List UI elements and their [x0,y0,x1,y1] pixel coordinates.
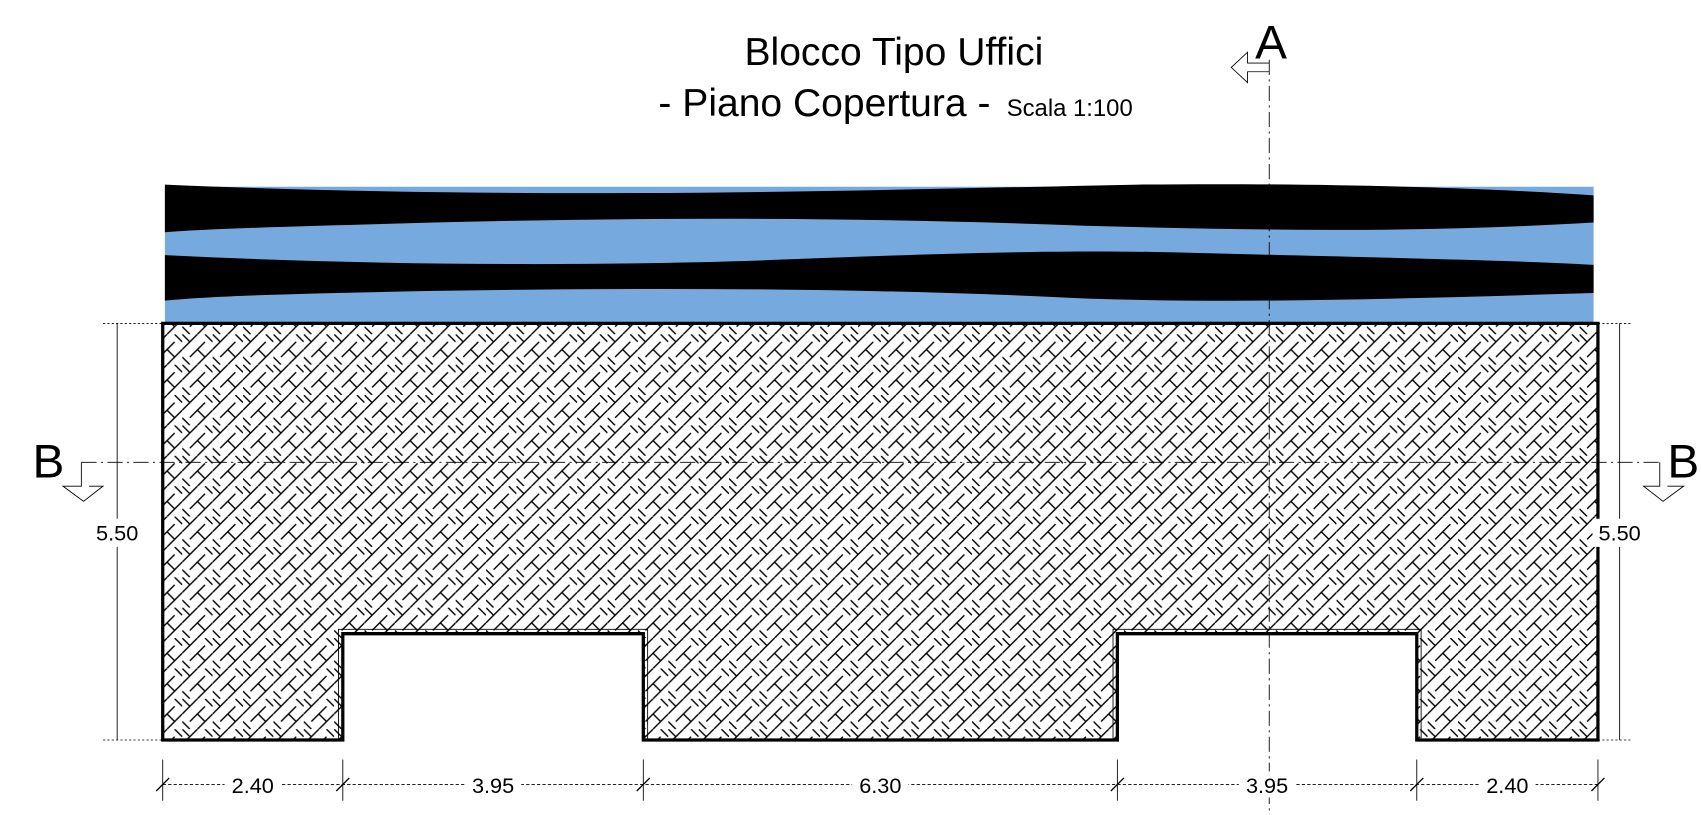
subtitle: - Piano Copertura - [658,82,990,125]
section-arrow-b-right [1642,462,1685,502]
section-label: B [1667,435,1699,488]
dim-tick [1409,777,1424,792]
dim-tick [1590,777,1605,792]
dimension: 2.40 [1486,773,1528,798]
notch-inner [338,628,1422,740]
dimension: 5.50 [1599,520,1641,545]
dim-bg [1238,771,1296,798]
dim-tick [155,777,170,792]
dimension: 5.50 [96,520,138,545]
dim-bg [224,771,281,798]
dim-bg [92,518,145,547]
section-label: B [33,435,65,488]
dimension: 2.40 [232,773,274,798]
title: Blocco Tipo Uffici [745,31,1044,74]
dimension: 6.30 [859,773,901,798]
section-arrow-b-left [61,462,105,502]
dim-tick [335,777,350,792]
scale: Scala 1:100 [1007,95,1133,122]
dim-tick [636,777,651,792]
dim-tick [1110,777,1125,792]
dim-bg [464,771,522,798]
dim-bg [1479,771,1536,798]
dim-bg [852,771,909,798]
building [161,321,1600,742]
dim-bg [1592,518,1647,547]
section-arrow-a [1230,51,1270,84]
dimension: 3.95 [472,773,514,798]
dimension: 3.95 [1246,773,1288,798]
section-label: A [1255,17,1287,70]
roof-bands [164,184,1594,324]
